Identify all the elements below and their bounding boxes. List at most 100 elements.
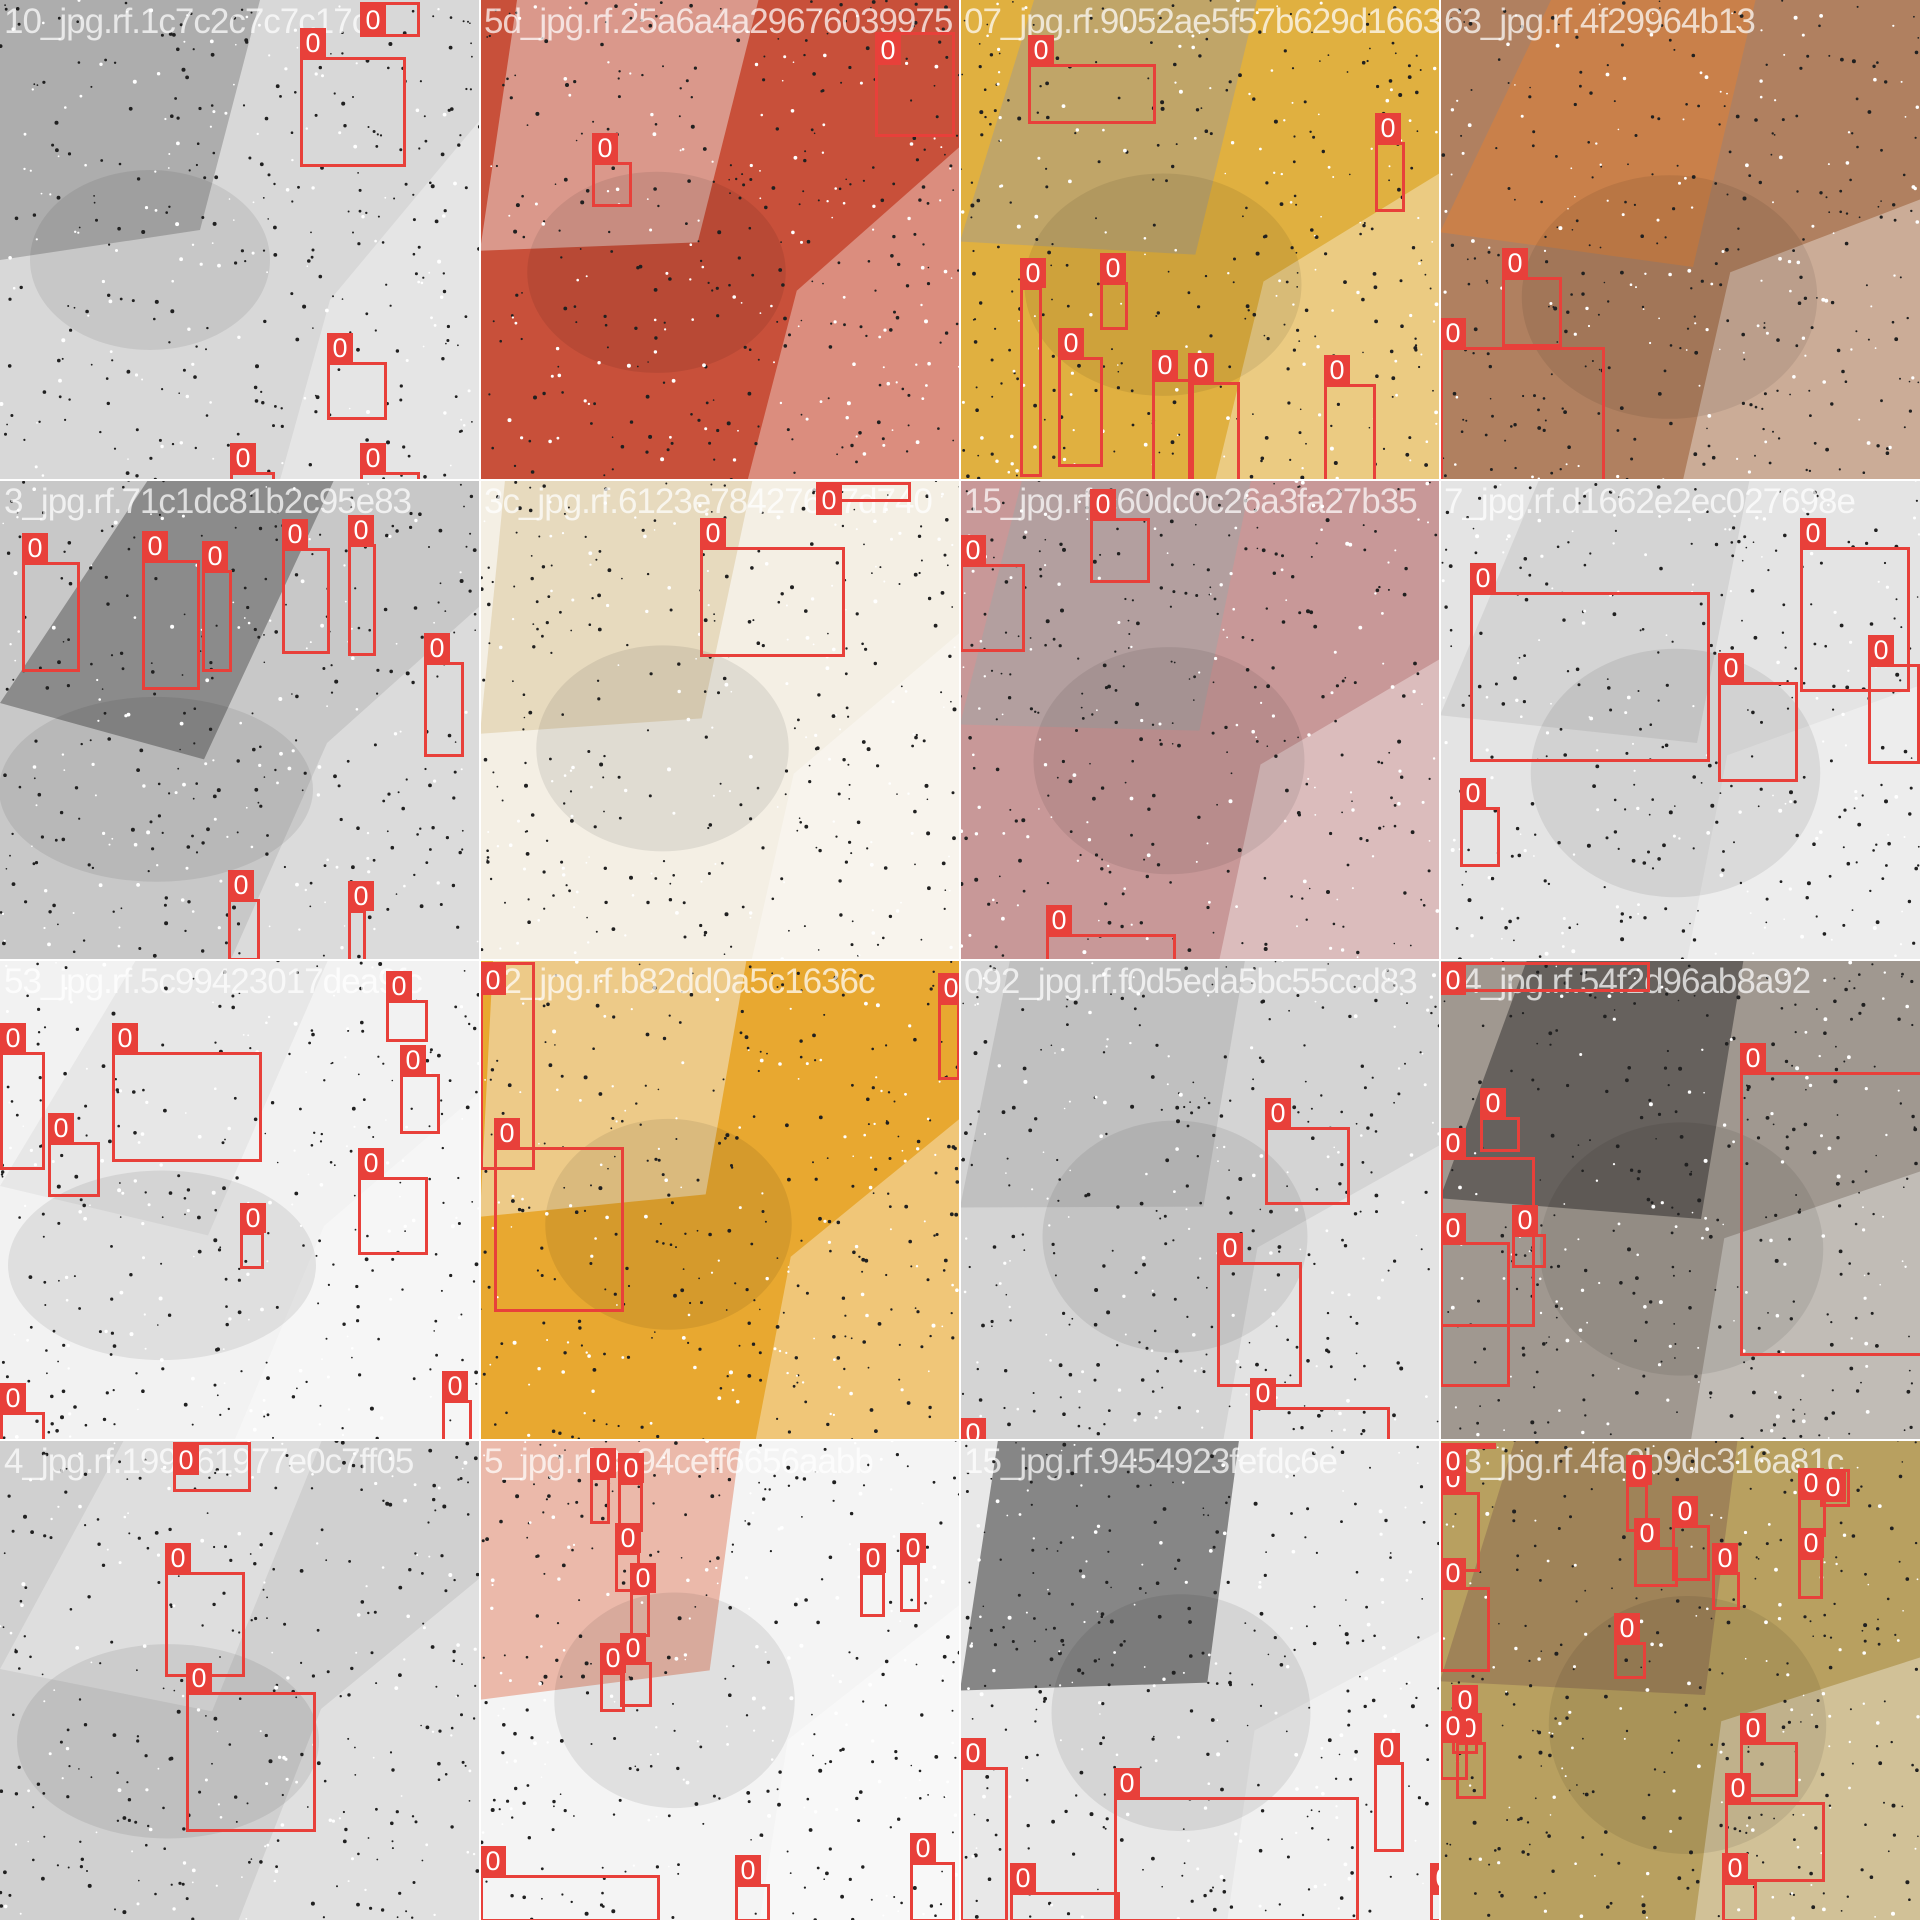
detection-box: 0 <box>1460 778 1500 867</box>
detection-box: 0 <box>1152 350 1194 480</box>
detection-box: 0 <box>1100 253 1128 330</box>
tile-filename: 3_jpg.rf.71c1dc81b2c95e83 <box>4 482 412 521</box>
class-label: 0 <box>1722 1853 1748 1883</box>
class-label: 0 <box>22 533 48 563</box>
detection-box: 0 <box>1020 258 1046 477</box>
class-label: 0 <box>442 1371 468 1401</box>
detection-box: 0 <box>1250 1378 1390 1440</box>
class-label: 0 <box>1440 1446 1466 1476</box>
mosaic-tile: 34_jpg.rf.54f2d96ab8a92 0 0 0 0 0 0 <box>1440 960 1920 1440</box>
detection-box: 0 <box>1480 1088 1520 1152</box>
detection-box: 0 <box>1725 1773 1825 1882</box>
class-label: 0 <box>960 1738 986 1768</box>
class-label: 0 <box>1324 355 1350 385</box>
tile-filename: 5_jpg.rf.3c94ceff6656aabb <box>484 1442 874 1481</box>
class-label: 0 <box>1114 1768 1140 1798</box>
class-label: 0 <box>1440 318 1466 348</box>
class-label: 0 <box>1470 563 1496 593</box>
detection-box: 0 <box>1114 1768 1359 1920</box>
detection-box: 0 <box>900 1533 926 1612</box>
detection-box: 0 <box>348 881 374 960</box>
class-label: 0 <box>1090 489 1116 519</box>
class-label: 0 <box>1046 905 1072 935</box>
class-label: 0 <box>700 518 726 548</box>
mosaic-tile: 07_jpg.rf.9052ae5f57b629d1663 0 0 0 0 0 0 0 0 <box>960 0 1440 480</box>
detection-box: 0 <box>1046 905 1176 960</box>
mosaic-tile: 4_jpg.rf.199261977e0c7ff05 0 0 0 <box>0 1440 480 1920</box>
class-label: 0 <box>202 541 228 571</box>
class-label: 0 <box>960 1418 986 1440</box>
tile-filename: 15_jpg.rf.c60dc0c26a3fa27b35 <box>964 482 1418 521</box>
detection-box: 0 <box>1800 518 1910 692</box>
class-label: 0 <box>1440 1558 1466 1588</box>
detection-box: 0 <box>228 870 260 960</box>
class-label: 0 <box>360 443 386 473</box>
bread-image <box>1440 0 1920 480</box>
detection-box: 0 <box>1440 962 1650 995</box>
detection-box: 0 <box>186 1663 316 1832</box>
class-label: 0 <box>1614 1613 1640 1643</box>
detection-box: 0 <box>600 1643 626 1712</box>
class-label: 0 <box>1250 1378 1276 1408</box>
detection-box: 0 <box>615 1523 641 1592</box>
class-label: 0 <box>424 633 450 663</box>
class-label: 0 <box>348 881 374 911</box>
detection-box: 0 <box>1440 318 1605 480</box>
tile-filename: 63_jpg.rf.4f29964b13 <box>1444 2 1756 41</box>
class-label: 0 <box>400 1045 426 1075</box>
class-label: 0 <box>1718 653 1744 683</box>
detection-box: 0 <box>1820 1469 1850 1507</box>
mosaic-tile: 63_jpg.rf.4f29964b13 0 0 <box>1440 0 1920 480</box>
mosaic-tile: 53_jpg.rf.5c99423017dea9fc 0 0 0 0 0 0 0 0 0 <box>0 960 480 1440</box>
class-label: 0 <box>1100 253 1126 283</box>
detection-box: 0 <box>1374 1733 1404 1852</box>
class-label: 0 <box>1800 518 1826 548</box>
detection-box: 0 <box>1440 1443 1496 1476</box>
class-label: 0 <box>1440 1711 1466 1741</box>
class-label: 0 <box>1152 350 1178 380</box>
class-label: 0 <box>618 1453 644 1483</box>
detection-box: 0 <box>165 1543 245 1677</box>
detection-box: 0 <box>1440 1558 1490 1672</box>
class-label: 0 <box>300 28 326 58</box>
bread-image <box>480 960 960 1440</box>
class-label: 0 <box>1217 1233 1243 1263</box>
detection-box: 0 <box>875 32 955 137</box>
tile-filename: 092_jpg.rf.f0d5eda5bc55ccd83 <box>964 962 1418 1001</box>
detection-box: 0 <box>386 971 428 1042</box>
class-label: 0 <box>875 35 901 65</box>
detection-box: 0 <box>480 962 535 1170</box>
class-label: 0 <box>1798 1468 1824 1498</box>
mosaic-tile: 15_jpg.rf.c60dc0c26a3fa27b35 0 0 0 <box>960 480 1440 960</box>
tile-separator <box>1439 0 1441 1920</box>
bread-image <box>960 0 1440 480</box>
class-label: 0 <box>1010 1863 1036 1893</box>
class-label: 0 <box>735 1855 761 1885</box>
detection-box: 0 <box>1634 1518 1678 1587</box>
class-label: 0 <box>592 133 618 163</box>
tile-separator <box>0 959 1920 961</box>
tile-filename: 07_jpg.rf.9052ae5f57b629d1663 <box>964 2 1440 41</box>
class-label: 0 <box>1430 1863 1440 1893</box>
tile-filename: 15_jpg.rf.9454923fefdc6e <box>964 1442 1338 1481</box>
detection-box: 0 <box>48 1113 100 1197</box>
class-label: 0 <box>600 1643 626 1673</box>
detection-box: 0 <box>442 1371 472 1440</box>
bread-image <box>480 1440 960 1920</box>
detection-box: 0 <box>1375 113 1405 212</box>
mosaic-tile: 10_jpg.rf.1c7c2c7c7c17c 0 0 0 0 0 <box>0 0 480 480</box>
tile-filename: 4_jpg.rf.199261977e0c7ff05 <box>4 1442 414 1481</box>
class-label: 0 <box>1712 1543 1738 1573</box>
detection-box: 0 <box>735 1855 770 1920</box>
class-label: 0 <box>1028 35 1054 65</box>
detection-box: 0 <box>480 1846 660 1920</box>
class-label: 0 <box>615 1523 641 1553</box>
detection-box: 0 <box>910 1833 955 1920</box>
detection-box: 0 <box>360 2 420 37</box>
detection-box: 0 <box>590 1448 616 1524</box>
detection-box: 0 <box>960 535 1025 652</box>
detection-box: 0 <box>400 1045 440 1134</box>
class-label: 0 <box>0 1383 26 1413</box>
detection-box: 0 <box>1868 635 1920 764</box>
